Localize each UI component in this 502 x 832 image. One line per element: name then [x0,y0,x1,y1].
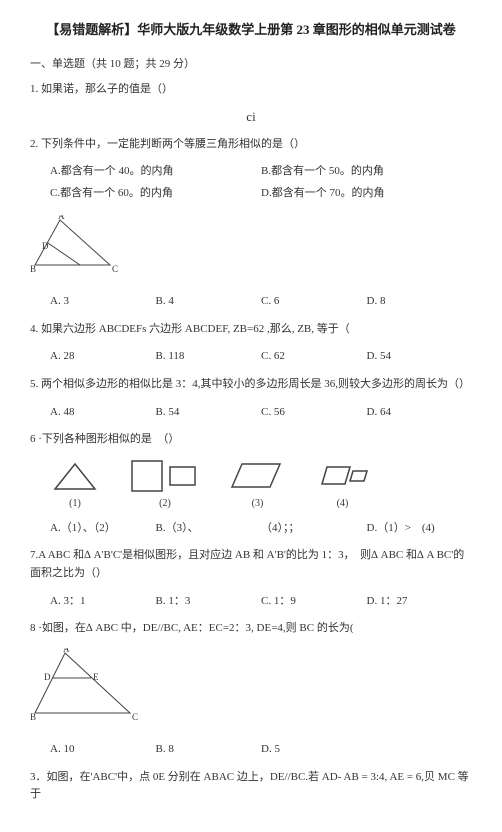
question-8-options: A. 10 B. 8 D. 5 [50,739,472,761]
question-4: 4. 如果六边形 ABCDEFs 六边形 ABCDEF, ZB=62 ,那么, … [30,321,472,339]
ans-d: D. 8 [367,291,473,313]
q8-d [367,739,473,761]
svg-text:D: D [44,672,51,682]
q5-b: B. 54 [156,402,262,424]
q2-opt-d: D.都含有一个 70。的内角 [261,183,472,205]
q6-c: （4）；； [261,518,367,540]
triangle-figure-2: A D E B C [30,648,472,730]
q7-c: C. 1：9 [261,591,367,613]
q2-opt-c: C.都含有一个 60。的内角 [50,183,261,205]
question-6-options: A.（1）、（2） B.（3）、 （4）；； D.（1）> (4) [50,518,472,540]
shape-4-label: (4) [337,496,349,512]
q5-d: D. 64 [367,402,473,424]
shape-3: (3) [230,459,285,512]
q4-a: A. 28 [50,346,156,368]
question-5: 5. 两个相似多边形的相似比是 3：4,其中较小的多边形周长是 36,则较大多边… [30,376,472,394]
label-C: C [112,264,118,274]
ans-c: C. 6 [261,291,367,313]
shape-2: (2) [130,459,200,512]
shape-4: (4) [315,459,370,512]
q6-a: A.（1）、（2） [50,518,156,540]
question-3-bottom: 3．如图，在'ABC'中，点 0E 分别在 ABAC 边上，DE//BC.若 A… [30,769,472,804]
shape-2-label: (2) [159,496,171,512]
q2-answer-options: A. 3 B. 4 C. 6 D. 8 [50,291,472,313]
ci-label: ci [30,107,472,128]
q5-a: A. 48 [50,402,156,424]
svg-text:E: E [93,672,99,682]
ans-b: B. 4 [156,291,262,313]
q2-opt-b: B.都含有一个 50。的内角 [261,161,472,183]
question-8: 8 ·如图，在∆ ABC 中，DE//BC, AE：EC=2：3, DE=4,则… [30,620,472,638]
svg-text:A: A [63,648,70,654]
shape-3-label: (3) [252,496,264,512]
ans-a: A. 3 [50,291,156,313]
q7-b: B. 1：3 [156,591,262,613]
q5-c: C. 56 [261,402,367,424]
q4-c: C. 62 [261,346,367,368]
q4-b: B. 118 [156,346,262,368]
question-7-options: A. 3：1 B. 1：3 C. 1：9 D. 1：27 [50,591,472,613]
q8-a: A. 10 [50,739,156,761]
q8-c: D. 5 [261,739,367,761]
q2-opt-a: A.都含有一个 40。的内角 [50,161,261,183]
q7-a: A. 3：1 [50,591,156,613]
shape-1-label: (1) [69,496,81,512]
label-B: B [30,264,36,274]
question-7: 7.A ABC 和∆ A'B'C'是相似图形，且对应边 AB 和 A'B'的比为… [30,547,472,582]
section-header: 一、单选题（共 10 题；共 29 分） [30,56,472,74]
shape-1: (1) [50,459,100,512]
svg-text:B: B [30,712,36,722]
label-A: A [58,215,65,221]
label-D: D [42,241,49,251]
q6-b: B.（3）、 [156,518,262,540]
question-5-options: A. 48 B. 54 C. 56 D. 64 [50,402,472,424]
q7-d: D. 1：27 [367,591,473,613]
question-2: 2. 下列条件中，一定能判断两个等腰三角形相似的是（） [30,136,472,154]
q4-d: D. 54 [367,346,473,368]
shapes-row: (1) (2) (3) (4) [50,459,472,512]
question-4-options: A. 28 B. 118 C. 62 D. 54 [50,346,472,368]
question-1: 1. 如果诺，那么子的值是（） [30,81,472,99]
question-2-options: A.都含有一个 40。的内角 B.都含有一个 50。的内角 C.都含有一个 60… [50,161,472,204]
q6-d: D.（1）> (4) [367,518,473,540]
question-6: 6 ·下列各种图形相似的是 （） [30,431,472,449]
triangle-figure-1: A D B C [30,215,472,282]
page-title: 【易错题解析】华师大版九年级数学上册第 23 章图形的相似单元测试卷 [30,20,472,41]
svg-text:C: C [132,712,138,722]
q8-b: B. 8 [156,739,262,761]
